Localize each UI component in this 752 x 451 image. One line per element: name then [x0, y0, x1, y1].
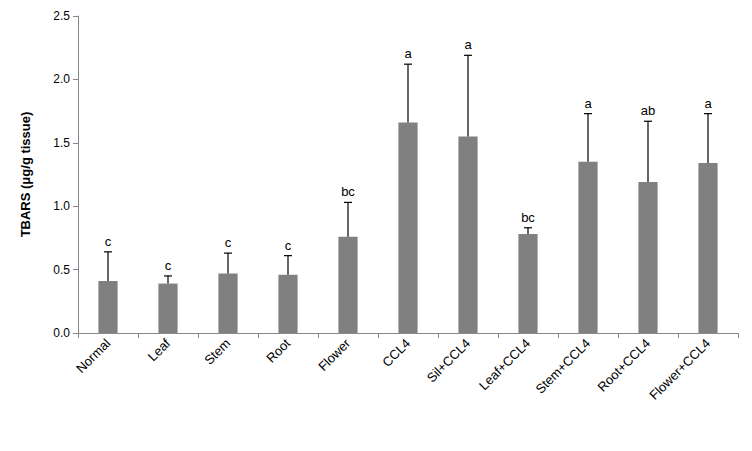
svg-text:Flower+CCL4: Flower+CCL4 — [646, 336, 713, 403]
svg-text:2.0: 2.0 — [53, 72, 70, 86]
svg-text:bc: bc — [341, 184, 355, 199]
svg-text:1.0: 1.0 — [53, 199, 70, 213]
svg-text:2.5: 2.5 — [53, 9, 70, 23]
svg-text:c: c — [105, 234, 112, 249]
svg-text:bc: bc — [521, 210, 535, 225]
svg-text:Leaf: Leaf — [145, 335, 174, 364]
svg-text:Sil+CCL4: Sil+CCL4 — [424, 336, 474, 386]
svg-text:0.0: 0.0 — [53, 326, 70, 340]
svg-text:Stem+CCL4: Stem+CCL4 — [532, 336, 593, 397]
svg-text:Root: Root — [263, 335, 293, 365]
svg-text:c: c — [225, 235, 232, 250]
svg-text:TBARS (μg/g tissue): TBARS (μg/g tissue) — [18, 112, 33, 238]
svg-text:0.5: 0.5 — [53, 263, 70, 277]
svg-text:a: a — [404, 46, 412, 61]
svg-text:c: c — [285, 238, 292, 253]
svg-text:c: c — [165, 258, 172, 273]
svg-text:Flower: Flower — [315, 335, 354, 374]
svg-text:a: a — [464, 37, 472, 52]
svg-text:ab: ab — [641, 103, 655, 118]
svg-text:CCL4: CCL4 — [379, 336, 413, 370]
svg-text:a: a — [704, 96, 712, 111]
svg-text:Normal: Normal — [73, 336, 113, 376]
svg-text:a: a — [584, 96, 592, 111]
svg-text:1.5: 1.5 — [53, 136, 70, 150]
svg-text:Stem: Stem — [201, 336, 233, 368]
svg-text:Leaf+CCL4: Leaf+CCL4 — [476, 336, 533, 393]
svg-text:Root+CCL4: Root+CCL4 — [594, 336, 653, 395]
